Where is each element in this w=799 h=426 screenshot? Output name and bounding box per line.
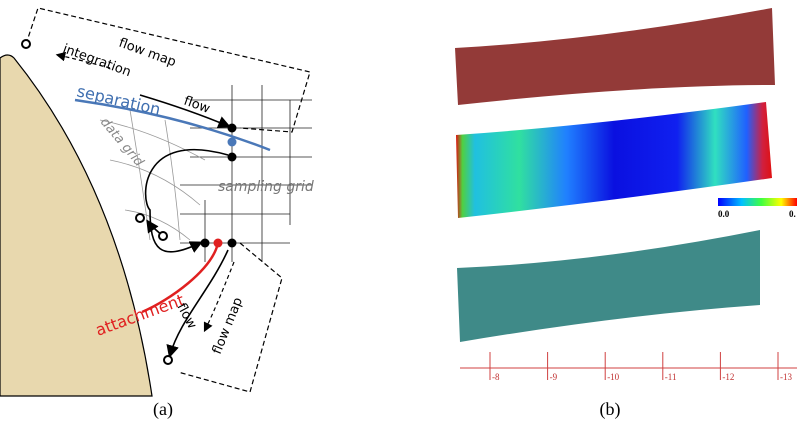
ruler-label: -9 bbox=[550, 372, 558, 382]
caption: (b) bbox=[600, 399, 621, 420]
panel-a: flow map integration flow separation dat… bbox=[0, 8, 314, 420]
label: data grid bbox=[97, 115, 147, 170]
surface-top bbox=[455, 8, 775, 105]
ruler-label: -10 bbox=[607, 372, 619, 382]
label: separation bbox=[75, 81, 162, 119]
ruler-label: -13 bbox=[780, 372, 792, 382]
label: sampling grid bbox=[218, 179, 314, 195]
ruler-label: -8 bbox=[492, 372, 500, 382]
figure: flow map integration flow separation dat… bbox=[0, 0, 799, 426]
colorbar bbox=[718, 198, 797, 206]
surface-bottom bbox=[457, 230, 760, 342]
colorbar-label: 0. bbox=[789, 209, 796, 219]
ruler-label: -12 bbox=[722, 372, 734, 382]
colorbar-label: 0.0 bbox=[718, 209, 730, 219]
ruler-label: -11 bbox=[665, 372, 677, 382]
panel-b: 0.0 0. -8 -9 -10 -11 -12 -13 (b) bbox=[455, 8, 797, 420]
caption: (a) bbox=[153, 399, 173, 420]
label: flow map bbox=[210, 295, 246, 356]
flow-arrow bbox=[146, 150, 228, 252]
